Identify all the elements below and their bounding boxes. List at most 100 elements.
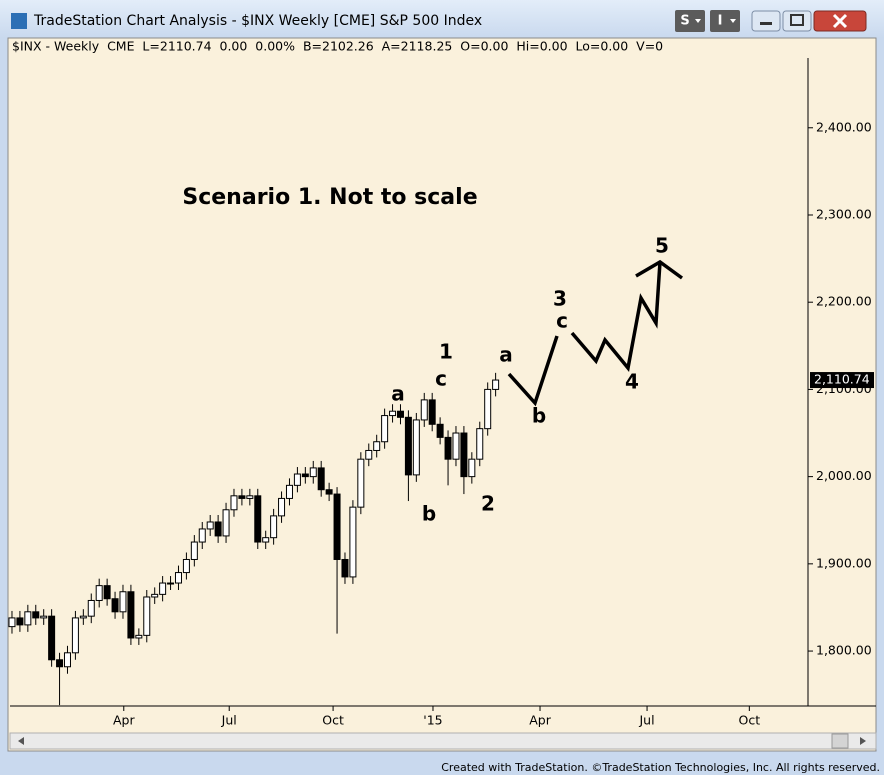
y-tick-label: 2,400.00 [816, 119, 872, 134]
candle-body [285, 484, 293, 499]
x-tick-label: Jul [221, 713, 237, 728]
candle-body [159, 582, 167, 595]
candle-body [56, 659, 64, 668]
candle-body [48, 615, 56, 661]
x-tick-label: Oct [322, 713, 344, 728]
candle-body [396, 410, 404, 418]
candle-body [79, 615, 87, 619]
candle-body [444, 436, 452, 460]
candle-body [404, 416, 412, 476]
candle-body [381, 415, 389, 443]
scroll-thumb[interactable] [831, 733, 849, 749]
x-tick-label: Oct [739, 713, 761, 728]
y-tick-label: 2,000.00 [816, 468, 872, 483]
scroll-left[interactable] [18, 737, 24, 745]
candle-body [278, 497, 286, 517]
minimize-button[interactable] [751, 10, 781, 32]
candle-body [484, 388, 492, 430]
candle-body [317, 467, 325, 491]
candle-body [373, 441, 381, 451]
x-tick-label: Jul [639, 713, 655, 728]
candle-body [357, 458, 365, 508]
wave-line [507, 335, 559, 407]
candle-body [254, 495, 262, 543]
candle-body [460, 432, 468, 478]
last-price-label: 2,110.74 [814, 372, 870, 387]
last-price-marker [810, 372, 874, 389]
candle-body [492, 379, 500, 390]
wave-label: a [499, 343, 513, 367]
candle-body [103, 585, 111, 600]
candle-body [309, 467, 317, 478]
candle-body [389, 410, 397, 417]
s-button-label: S [680, 14, 689, 29]
candle-body [468, 458, 476, 478]
candle-body [16, 617, 24, 626]
wave-label: 1 [439, 340, 453, 364]
close-icon [832, 13, 848, 29]
candle-body [182, 558, 190, 574]
wave-drawing [507, 259, 684, 407]
candle-body [412, 419, 420, 476]
scroll-right[interactable] [860, 737, 866, 745]
maximize-icon [790, 14, 804, 26]
info-line: $INX - Weekly CME L=2110.74 0.00 0.00% B… [12, 39, 663, 54]
candle-body [293, 473, 301, 486]
wave-label: 2 [481, 492, 495, 516]
y-tick-label: 1,800.00 [816, 643, 872, 658]
candle-body [452, 432, 460, 460]
candle-body [428, 399, 436, 425]
scenario-label: Scenario 1. Not to scale [182, 185, 477, 210]
wave-arrow [635, 259, 684, 280]
candle-body [230, 495, 238, 511]
wave-label: 4 [625, 370, 639, 394]
candle-body [119, 591, 127, 613]
s-button[interactable] [675, 10, 705, 32]
candle-body [71, 617, 79, 654]
candle-body [95, 585, 103, 601]
candle-body [238, 495, 246, 499]
wave-label: b [532, 404, 546, 428]
dropdown-arrow [695, 19, 701, 23]
app-icon [11, 13, 27, 29]
y-tick-label: 2,200.00 [816, 294, 872, 309]
i-button[interactable] [710, 10, 740, 32]
candle-body [87, 599, 95, 617]
candle-body [436, 423, 444, 438]
candle-body [222, 509, 230, 537]
candle-body [32, 611, 40, 619]
candle-body [143, 596, 151, 636]
candle-body [365, 449, 373, 460]
y-tick-label: 1,900.00 [816, 555, 872, 570]
chart-area [7, 37, 877, 752]
candle-body [135, 634, 143, 639]
candle-body [333, 493, 341, 560]
candle-body [24, 611, 32, 626]
candle-body [341, 558, 349, 578]
candle-body [349, 506, 357, 578]
candle-body [214, 521, 222, 537]
candle-body [63, 652, 71, 668]
window-title: TradeStation Chart Analysis - $INX Weekl… [33, 13, 482, 29]
x-tick-label: Apr [529, 713, 551, 728]
footer: Created with TradeStation. ©TradeStation… [441, 761, 880, 774]
candle-body [174, 572, 182, 584]
candle-body [262, 537, 270, 543]
wave-label: 3 [553, 287, 567, 311]
minimize-icon [760, 22, 772, 25]
i-button-label: I [718, 14, 723, 29]
candle-body [8, 617, 16, 628]
y-tick-label: 2,300.00 [816, 206, 872, 221]
candle-body [151, 593, 159, 598]
wave-label: c [556, 309, 568, 333]
wave-label: c [435, 367, 447, 391]
candle-body [190, 541, 198, 560]
candle-body [111, 598, 119, 613]
candle-body [246, 495, 254, 499]
scrollbar[interactable] [9, 732, 877, 750]
candle-body [198, 528, 206, 543]
x-tick-label: '15 [423, 713, 442, 728]
wave-line [570, 261, 662, 373]
candle-body [301, 473, 309, 478]
